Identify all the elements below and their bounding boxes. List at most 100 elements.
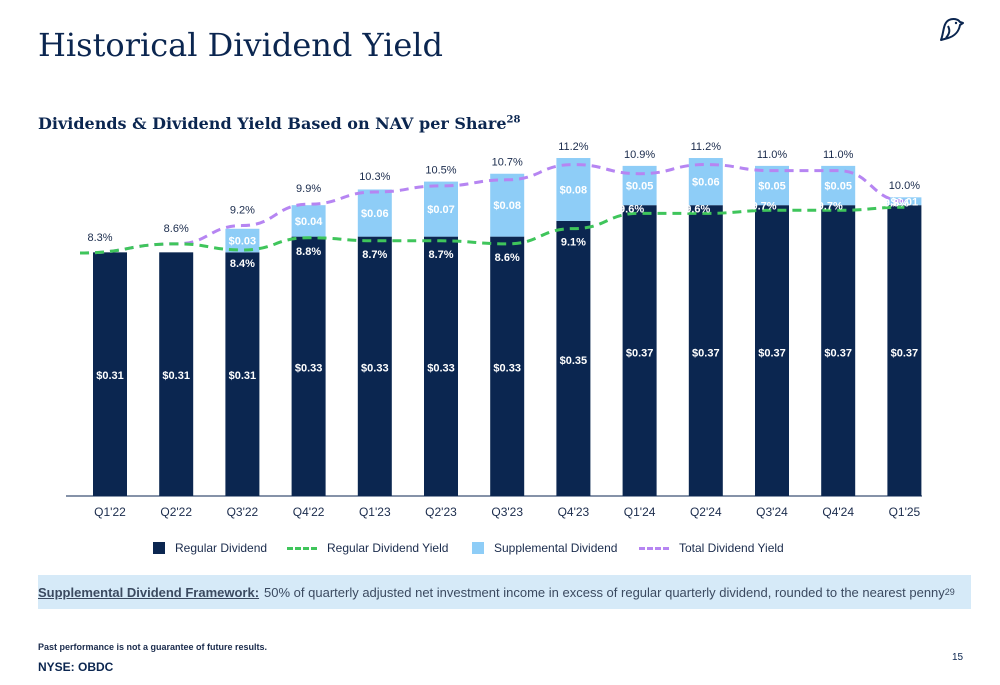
regular-value-label: $0.33: [361, 362, 389, 374]
total-yield-label: 11.0%: [757, 149, 788, 161]
legend-regular-yield-label: Regular Dividend Yield: [327, 541, 449, 555]
x-tick-label: Q2'22: [160, 505, 192, 519]
total-yield-label: 10.0%: [889, 180, 920, 192]
legend-total-yield-label: Total Dividend Yield: [679, 541, 784, 555]
total-yield-label: 9.2%: [230, 205, 255, 217]
page-title: Historical Dividend Yield: [38, 26, 443, 64]
bar-regular: [821, 205, 856, 496]
framework-text: 50% of quarterly adjusted net investment…: [264, 584, 945, 600]
x-tick-label: Q1'24: [624, 505, 656, 519]
total-yield-label: 10.3%: [359, 171, 390, 183]
legend-regular-swatch: [153, 542, 165, 554]
supplemental-value-label: $0.08: [560, 184, 588, 196]
bar-supplemental: [755, 165, 789, 206]
total-yield-label: 11.0%: [823, 149, 854, 161]
regular-yield-label: 9.6%: [619, 203, 644, 215]
total-yield-label: 10.9%: [624, 149, 655, 161]
x-tick-label: Q1'23: [359, 505, 391, 519]
bar-regular: [622, 205, 657, 496]
regular-value-label: $0.37: [824, 347, 852, 359]
regular-value-label: $0.31: [96, 370, 124, 382]
supplemental-value-label: $0.03: [229, 236, 257, 248]
bar-supplemental: [556, 158, 591, 221]
regular-yield-label: 9.7%: [751, 200, 776, 212]
bar-regular: [424, 236, 458, 496]
regular-value-label: $0.37: [692, 347, 720, 359]
regular-value-label: $0.31: [162, 370, 190, 382]
regular-value-label: $0.33: [493, 362, 521, 374]
supplemental-value-label: $0.07: [427, 204, 455, 216]
bar-supplemental: [291, 205, 326, 237]
regular-yield-label: 9.6%: [685, 203, 710, 215]
chart-subtitle: Dividends & Dividend Yield Based on NAV …: [38, 114, 520, 133]
bar-regular: [291, 236, 326, 496]
regular-value-label: $0.37: [891, 347, 919, 359]
page-number: 15: [952, 652, 964, 663]
x-tick-label: Q3'23: [491, 505, 523, 519]
regular-yield-label: 8.8%: [296, 246, 321, 258]
regular-value-label: $0.33: [427, 362, 455, 374]
supplemental-value-label: $0.05: [758, 181, 786, 193]
regular-value-label: $0.37: [626, 347, 654, 359]
x-tick-label: Q3'22: [227, 505, 259, 519]
supplemental-value-label: $0.06: [692, 177, 720, 189]
total-yield-label: 8.6%: [164, 223, 189, 235]
total-yield-line: [79, 163, 905, 255]
legend-regular-dividend: Regular Dividend: [153, 541, 267, 555]
regular-value-label: $0.33: [295, 362, 323, 374]
total-yield-label: 9.9%: [296, 183, 321, 195]
x-tick-label: Q3'24: [756, 505, 788, 519]
bar-regular: [357, 236, 392, 496]
x-tick-label: Q1'25: [889, 505, 921, 519]
x-tick-label: Q2'23: [425, 505, 457, 519]
supplemental-value-label: $0.05: [824, 181, 852, 193]
x-tick-label: Q1'22: [94, 505, 126, 519]
regular-yield-label: 8.4%: [230, 258, 255, 270]
supplemental-value-label: $0.08: [493, 200, 521, 212]
regular-yield-label: 9.8%: [884, 197, 909, 209]
total-yield-label: 10.5%: [425, 165, 456, 177]
regular-yield-label: 8.7%: [428, 249, 453, 261]
legend-supplemental-label: Supplemental Dividend: [494, 541, 618, 555]
bar-regular: [887, 205, 922, 496]
x-tick-label: Q4'22: [293, 505, 325, 519]
regular-yield-label: 8.7%: [362, 249, 387, 261]
disclaimer: Past performance is not a guarantee of f…: [38, 642, 268, 652]
chart-subtitle-text: Dividends & Dividend Yield Based on NAV …: [38, 114, 507, 133]
total-yield-label: 11.2%: [558, 141, 589, 153]
legend-regular-label: Regular Dividend: [175, 541, 268, 555]
total-yield-label: 8.3%: [87, 232, 112, 244]
legend-total-yield: Total Dividend Yield: [639, 541, 784, 555]
dividend-chart: $0.31 $0.31 $0.03 $0.31 $0.04 $0.33 $0.06 $0.33…: [66, 141, 922, 519]
ticker: NYSE: OBDC: [38, 660, 114, 674]
supplemental-value-label: $0.04: [295, 216, 323, 228]
supplemental-value-label: $0.06: [361, 208, 389, 220]
legend-supplemental-swatch: [472, 542, 484, 554]
total-yield-label: 11.2%: [691, 141, 722, 153]
legend-regular-yield-swatch: [287, 546, 317, 550]
bar-supplemental: [490, 173, 525, 237]
x-tick-label: Q2'24: [690, 505, 722, 519]
bar-regular: [490, 236, 525, 496]
bar-regular: [688, 205, 723, 496]
regular-value-label: $0.37: [758, 347, 786, 359]
bar-regular: [755, 205, 789, 496]
legend-total-yield-swatch: [639, 546, 669, 550]
bar-regular: [225, 252, 260, 496]
x-tick-label: Q4'23: [558, 505, 590, 519]
regular-value-label: $0.35: [560, 355, 588, 367]
regular-yield-label: 9.1%: [561, 237, 586, 249]
bar-regular: [93, 252, 127, 496]
regular-value-label: $0.31: [229, 370, 257, 382]
subtitle-footnote: 28: [506, 114, 521, 126]
bar-supplemental: [225, 228, 260, 253]
bird-logo-icon: [940, 17, 964, 41]
framework-footnote: 29: [944, 587, 955, 597]
supplemental-value-label: $0.05: [626, 181, 654, 193]
chart-legend: Regular Dividend Regular Dividend Yield …: [0, 541, 1000, 559]
bar-regular: [556, 220, 591, 496]
bar-supplemental: [424, 181, 458, 237]
total-yield-label: 10.7%: [492, 157, 523, 169]
legend-supplemental-dividend: Supplemental Dividend: [472, 541, 617, 555]
regular-yield-label: 9.7%: [818, 200, 843, 212]
